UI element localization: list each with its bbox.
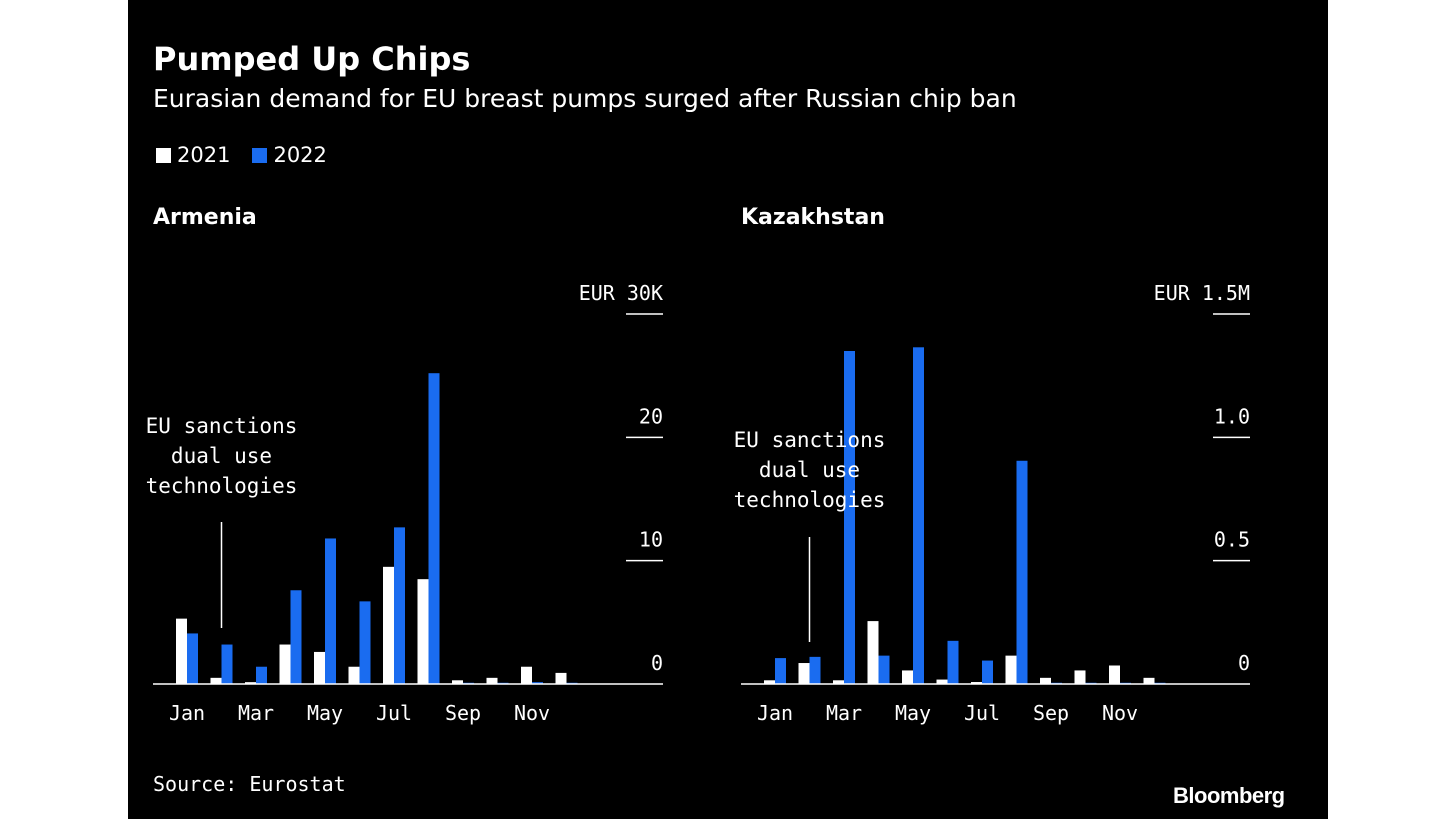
armenia-bar-2022-aug	[428, 373, 440, 684]
armenia-bar-2022-feb	[221, 644, 233, 684]
kazakhstan-bar-2022-aug	[1016, 460, 1028, 684]
armenia-bar-2021-jan	[176, 618, 187, 684]
kazakhstan-annotation-line-2: technologies	[734, 488, 886, 512]
kazakhstan-bar-2022-may	[913, 347, 924, 684]
kazakhstan-bar-2021-apr	[867, 621, 879, 684]
armenia-bar-2021-nov	[521, 666, 532, 684]
panel-title-kazakhstan: Kazakhstan	[741, 205, 885, 230]
armenia-bar-2022-jan	[187, 633, 198, 684]
kazakhstan-bar-2022-jan	[775, 658, 786, 684]
kazakhstan-annotation-text: EU sanctions dual use technologies	[734, 428, 886, 512]
armenia-x-tick-label-jul: Jul	[376, 701, 412, 725]
kazakhstan-annotation-line-0: EU sanctions	[734, 428, 886, 452]
kazakhstan-bar-2021-sep	[1040, 677, 1051, 684]
kazakhstan-bar-2022-apr	[878, 655, 890, 684]
bloomberg-logo: Bloomberg	[1173, 783, 1285, 808]
armenia-y-tick-label-1: 10	[639, 528, 663, 552]
kazakhstan-x-tick-label-may: May	[895, 701, 931, 725]
armenia-bar-2021-jul	[383, 566, 394, 684]
armenia-bar-2021-apr	[279, 644, 291, 684]
armenia-bar-2021-dec	[555, 672, 567, 684]
armenia-annotation-line-2: technologies	[146, 474, 298, 498]
legend: 2021 2022	[156, 143, 327, 167]
kazakhstan-bar-2022-mar	[844, 351, 855, 684]
kazakhstan-y-tick-label-1: 0.5	[1214, 528, 1250, 552]
armenia-bar-2022-apr	[290, 590, 302, 684]
armenia-bar-2021-oct	[486, 677, 498, 684]
armenia-bar-2021-feb	[210, 677, 222, 684]
kazakhstan-bar-2021-aug	[1005, 655, 1017, 684]
armenia-x-tick-label-sep: Sep	[445, 701, 481, 725]
armenia-annotation-line-1: dual use	[171, 444, 272, 468]
armenia-annotation-line-0: EU sanctions	[146, 414, 298, 438]
kazakhstan-bar-2021-jul	[971, 682, 982, 684]
armenia-x-tick-label-nov: Nov	[514, 701, 550, 725]
armenia-x-tick-label-may: May	[307, 701, 343, 725]
chart-card: Pumped Up Chips Eurasian demand for EU b…	[128, 0, 1328, 819]
legend-label-2022: 2022	[273, 143, 327, 167]
kazakhstan-y-tick-label-2: 1.0	[1214, 404, 1250, 428]
chart-area: 0 10 20 EUR 30K Jan Mar May Jul Sep Nov EU sanctio…	[146, 281, 1250, 725]
kazakhstan-bar-2021-nov	[1109, 665, 1120, 684]
armenia-y-tick-label-0: 0	[651, 651, 663, 675]
kazakhstan-bar-2021-feb	[798, 663, 810, 684]
kazakhstan-x-tick-label-jan: Jan	[757, 701, 793, 725]
kazakhstan-y-tick-label-3: EUR 1.5M	[1154, 281, 1250, 305]
armenia-annotation-text: EU sanctions dual use technologies	[146, 414, 298, 498]
armenia-bar-2022-may	[325, 538, 336, 684]
armenia-bar-2021-jun	[348, 666, 360, 684]
kazakhstan-bar-2022-feb	[809, 656, 821, 684]
armenia-x-tick-label-mar: Mar	[238, 701, 274, 725]
panel-title-armenia: Armenia	[153, 205, 257, 230]
kazakhstan-x-tick-label-nov: Nov	[1102, 701, 1138, 725]
chart-title: Pumped Up Chips	[153, 40, 471, 78]
armenia-bar-2021-aug	[417, 579, 429, 684]
kazakhstan-bar-2021-dec	[1143, 677, 1155, 684]
armenia-bar-2021-may	[314, 651, 325, 684]
armenia-bar-2021-mar	[245, 682, 256, 684]
legend-item-2021: 2021	[156, 143, 230, 167]
armenia-y-tick-label-2: 20	[639, 404, 663, 428]
kazakhstan-bar-2021-oct	[1074, 670, 1086, 684]
kazakhstan-bar-2021-jan	[764, 680, 775, 684]
kazakhstan-annotation-line-1: dual use	[759, 458, 860, 482]
legend-swatch-2021	[156, 147, 171, 163]
armenia-bar-2022-nov	[532, 682, 543, 684]
armenia-y-tick-label-3: EUR 30K	[579, 281, 663, 305]
armenia-x-tick-label-jan: Jan	[169, 701, 205, 725]
armenia-bar-2022-jun	[359, 601, 371, 684]
legend-swatch-2022	[252, 147, 268, 163]
kazakhstan-x-tick-label-sep: Sep	[1033, 701, 1069, 725]
kazakhstan-bar-2022-jun	[947, 640, 959, 684]
kazakhstan-bar-2021-mar	[833, 680, 844, 684]
legend-label-2021: 2021	[177, 143, 231, 167]
kazakhstan-x-tick-label-mar: Mar	[826, 701, 862, 725]
armenia-bar-2022-jul	[394, 527, 405, 684]
legend-item-2022: 2022	[252, 143, 327, 167]
armenia-bar-2022-mar	[256, 666, 267, 684]
source-note: Source: Eurostat	[153, 772, 346, 796]
kazakhstan-bar-2022-jul	[982, 660, 993, 684]
kazakhstan-bar-2021-jun	[936, 679, 948, 684]
kazakhstan-x-tick-label-jul: Jul	[964, 701, 1000, 725]
kazakhstan-bar-2021-may	[902, 670, 913, 684]
chart-subtitle: Eurasian demand for EU breast pumps surg…	[153, 84, 1017, 113]
armenia-bar-2021-sep	[452, 680, 463, 684]
kazakhstan-y-tick-label-0: 0	[1238, 651, 1250, 675]
